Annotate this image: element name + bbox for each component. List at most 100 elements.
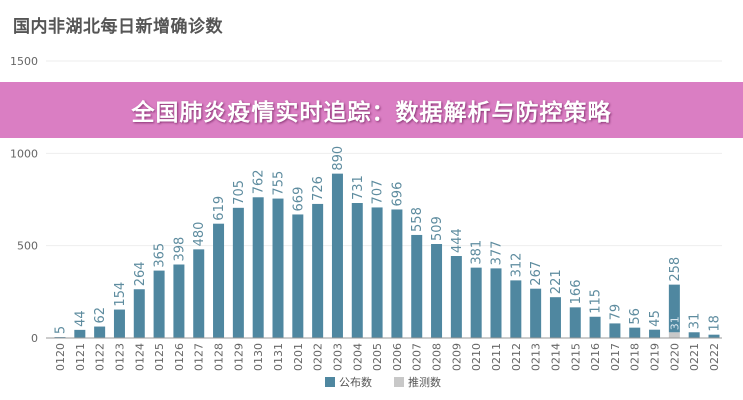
bar-published [232, 207, 244, 338]
bar-published [292, 214, 304, 338]
bar-value-label: 258 [668, 257, 683, 282]
x-tick-label: 0222 [708, 343, 721, 371]
bar-published [688, 332, 700, 338]
bar-published [530, 288, 542, 338]
bar-value-label: 312 [509, 253, 524, 278]
bar-value-label: 166 [569, 280, 584, 305]
bar-published [668, 284, 680, 333]
x-tick-label: 0124 [133, 343, 146, 371]
legend-label-published: 公布数 [339, 376, 372, 389]
legend-label-estimate: 推测数 [408, 375, 441, 389]
y-tick-label: 1000 [10, 147, 38, 160]
bar-published [431, 244, 443, 338]
x-tick-label: 0123 [113, 343, 126, 371]
x-tick-label: 0131 [272, 343, 285, 371]
x-tick-label: 0202 [312, 343, 325, 371]
bar-value-label: 707 [371, 180, 386, 205]
bar-published [411, 234, 423, 338]
bar-published [649, 329, 661, 338]
x-tick-label: 0216 [589, 343, 602, 371]
x-tick-label: 0204 [351, 343, 364, 371]
bar-published [153, 270, 165, 338]
x-tick-label: 0208 [431, 343, 444, 371]
x-tick-label: 0218 [629, 343, 642, 371]
bar-value-label: 731 [351, 175, 366, 200]
bar-published [193, 249, 205, 338]
bar-value-label: 705 [232, 180, 247, 205]
x-tick-label: 0220 [668, 343, 681, 371]
bar-value-label: 726 [311, 176, 326, 201]
bar-published [629, 327, 641, 338]
bar-published [74, 329, 86, 338]
bar-estimate [668, 332, 680, 338]
bar-value-label: 154 [113, 282, 128, 307]
bar-value-label: 115 [589, 289, 604, 314]
x-tick-label: 0211 [490, 343, 503, 371]
x-tick-label: 0125 [153, 343, 166, 371]
bar-value-label: 79 [608, 304, 623, 321]
x-tick-label: 0210 [470, 343, 483, 371]
x-tick-label: 0128 [213, 343, 226, 371]
bar-published [371, 207, 383, 338]
bar-published [94, 326, 106, 338]
banner-text: 全国肺炎疫情实时追踪：数据解析与防控策略 [131, 100, 612, 126]
bar-value-label: 755 [272, 171, 287, 196]
x-tick-label: 0221 [688, 343, 701, 371]
bar-published [252, 197, 264, 338]
bar-published [133, 289, 145, 338]
x-tick-label: 0212 [510, 343, 523, 371]
bar-value-label: 56 [628, 308, 643, 325]
bar-published [609, 323, 621, 338]
bar-published [589, 316, 601, 338]
x-tick-label: 0217 [609, 343, 622, 371]
x-tick-label: 0213 [530, 343, 543, 371]
bar-value-label: 762 [252, 169, 267, 194]
bar-published [549, 297, 561, 338]
x-tick-label: 0120 [54, 343, 67, 371]
overlay-banner: 全国肺炎疫情实时追踪：数据解析与防控策略 [0, 82, 743, 138]
x-tick-label: 0214 [549, 343, 562, 371]
x-tick-label: 0201 [292, 343, 305, 371]
bar-published [510, 280, 522, 338]
x-tick-label: 0209 [450, 343, 463, 371]
x-tick-label: 0207 [411, 343, 424, 371]
bar-published [173, 264, 185, 338]
x-tick-label: 0121 [74, 343, 87, 371]
bar-published [569, 307, 581, 338]
chart-title: 国内非湖北每日新增确诊数 [13, 17, 223, 37]
x-tick-label: 0203 [331, 343, 344, 371]
bar-published [213, 223, 225, 338]
bar-published [708, 334, 720, 338]
bar-value-label: 480 [192, 222, 207, 247]
bar-value-label: 18 [708, 315, 723, 332]
bar-value-label: 509 [430, 216, 445, 241]
bar-published [113, 309, 125, 338]
bar-value-label: 264 [133, 261, 148, 286]
bar-value-label: 44 [73, 310, 88, 327]
bar-published [312, 203, 324, 338]
x-tick-label: 0215 [569, 343, 582, 371]
bar-value-label: 62 [93, 307, 108, 324]
x-tick-label: 0126 [173, 343, 186, 371]
x-tick-label: 0122 [94, 343, 107, 371]
bar-value-label: 267 [529, 261, 544, 286]
bar-published [391, 209, 403, 338]
x-tick-label: 0130 [252, 343, 265, 371]
x-tick-label: 0219 [649, 343, 662, 371]
bar-value-label: 377 [490, 241, 505, 266]
bar-published [470, 267, 482, 338]
bar-value-label: 619 [212, 196, 227, 221]
bar-value-label: 398 [172, 237, 187, 262]
bar-value-label: 45 [648, 310, 663, 327]
bar-value-label: 444 [450, 228, 465, 253]
bar-published [450, 256, 462, 338]
bar-value-label: 669 [291, 187, 306, 212]
bar-published [331, 173, 343, 338]
x-tick-label: 0127 [193, 343, 206, 371]
legend-swatch-estimate [394, 377, 404, 387]
bar-value-label: 31 [688, 313, 703, 330]
y-tick-label: 1500 [10, 55, 38, 68]
bar-published [272, 198, 284, 338]
bar-value-label: 221 [549, 269, 564, 294]
